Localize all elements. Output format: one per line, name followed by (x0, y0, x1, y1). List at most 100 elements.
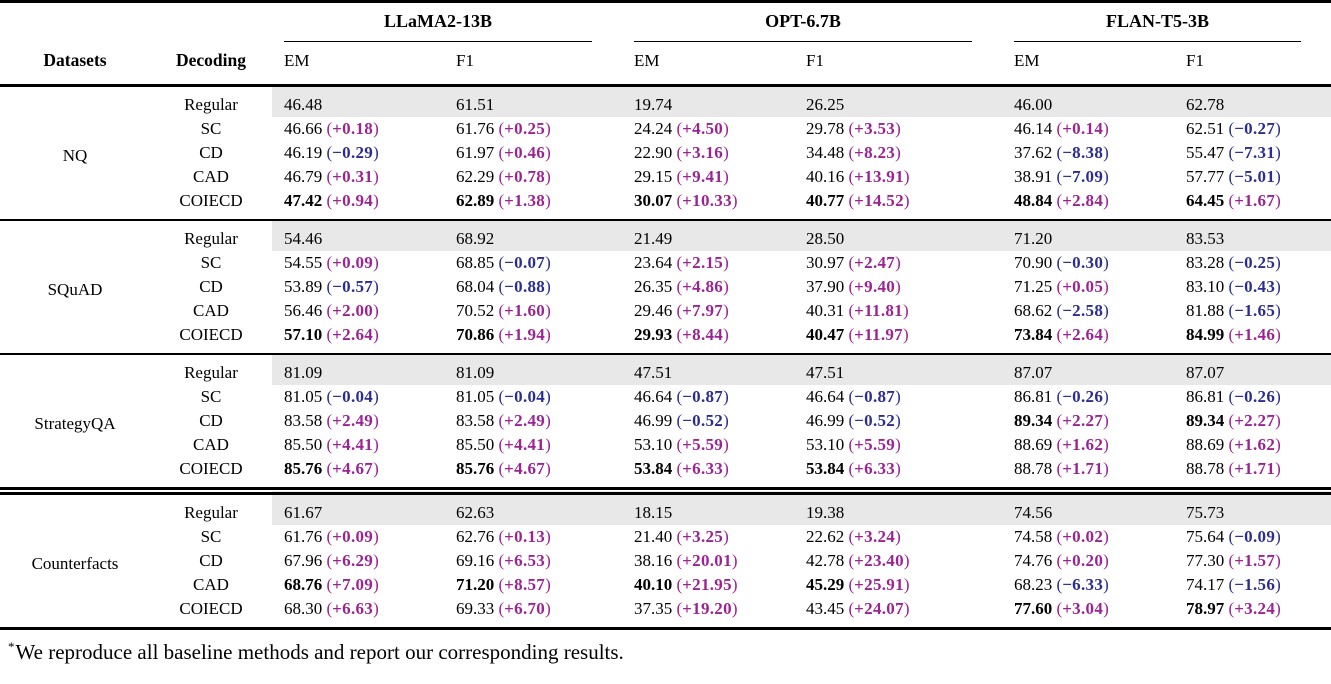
metric-cell: 28.50 (794, 220, 1003, 251)
metric-value: 81.05 (456, 387, 495, 406)
table-row: CD 53.89 (−0.57) 68.04 (−0.88) 26.35 (+4.86… (0, 275, 1331, 299)
metric-cell: 70.86 (+1.94) (444, 323, 622, 354)
metric-value: 37.90 (806, 277, 845, 296)
decoding-label: CD (199, 143, 223, 162)
metric-cell: 62.51 (−0.27) (1174, 117, 1331, 141)
metric-value: 74.58 (1014, 527, 1053, 546)
table-row: SQuAD Regular 54.46 68.92 21.49 28.50 71.20 83.… (0, 220, 1331, 299)
metric-delta: (+2.49) (494, 411, 551, 430)
metric-value: 53.84 (806, 459, 845, 478)
decoding-label: Regular (184, 95, 238, 114)
metric-value: 62.78 (1186, 95, 1225, 114)
metric-delta: (+1.60) (494, 301, 551, 320)
table-row: SC 46.66 (+0.18) 61.76 (+0.25) 24.24 (+4.50… (0, 117, 1331, 141)
footnote-asterisk: * (8, 639, 15, 654)
decoding-label: SC (200, 387, 222, 406)
metric-delta: (+0.13) (494, 527, 551, 546)
metric-cell: 40.77 (+14.52) (794, 189, 1002, 220)
metric-delta: (+3.16) (672, 143, 729, 162)
metric-delta: (+10.33) (672, 191, 738, 210)
metric-cell: 73.84 (+2.64) (1002, 323, 1174, 354)
model-header-flan-t5-3b: FLAN-T5-3B (1002, 2, 1331, 42)
metric-value: 29.93 (634, 325, 673, 344)
metric-delta: (+6.33) (844, 459, 901, 478)
model-label: FLAN-T5-3B (1014, 3, 1302, 42)
metric-delta: (−0.04) (494, 387, 551, 406)
metric-cell: 55.47 (−7.31) (1174, 141, 1331, 165)
metric-value: 30.07 (634, 191, 673, 210)
metric-delta: (+1.57) (1224, 551, 1281, 570)
metric-cell: 56.46 (+2.00) (272, 299, 444, 323)
metric-cell: 19.74 (622, 85, 794, 117)
dataset-label: SQuAD (47, 280, 103, 299)
metric-delta: (+0.78) (494, 167, 551, 186)
metric-value: 24.24 (634, 119, 673, 138)
metric-value: 71.20 (456, 575, 495, 594)
metric-value: 22.62 (806, 527, 845, 546)
metric-cell: 26.35 (+4.86) (622, 275, 794, 299)
metric-cell: 40.47 (+11.97) (794, 323, 1002, 354)
metric-value: 53.10 (806, 435, 845, 454)
metric-cell: 62.89 (+1.38) (444, 189, 622, 220)
metric-delta: (−0.30) (1052, 253, 1109, 272)
metric-cell: 29.78 (+3.53) (794, 117, 1002, 141)
metric-delta: (+4.41) (494, 435, 551, 454)
metric-cell: 61.51 (444, 85, 622, 117)
metric-value: 53.10 (634, 435, 673, 454)
metric-delta: (+5.59) (844, 435, 901, 454)
metric-delta: (−0.07) (494, 253, 551, 272)
metric-cell: 46.48 (272, 85, 444, 117)
metric-delta: (+0.20) (1052, 551, 1109, 570)
metric-value: 68.04 (456, 277, 495, 296)
metric-value: 81.09 (456, 363, 495, 382)
metric-delta: (+0.31) (322, 167, 379, 186)
metric-delta: (−0.09) (1224, 527, 1281, 546)
metric-delta: (+3.24) (844, 527, 901, 546)
metric-delta: (−0.87) (844, 387, 901, 406)
metric-cell: 62.78 (1174, 85, 1331, 117)
metric-value: 70.52 (456, 301, 495, 320)
metric-cell: 34.48 (+8.23) (794, 141, 1002, 165)
metric-cell: 30.97 (+2.47) (794, 251, 1002, 275)
metric-cell: 61.76 (+0.25) (444, 117, 622, 141)
metric-cell: 40.31 (+11.81) (794, 299, 1002, 323)
metric-delta: (+2.49) (322, 411, 379, 430)
metric-value: 68.23 (1014, 575, 1053, 594)
metric-cell: 88.78 (+1.71) (1174, 457, 1331, 491)
metric-delta: (+7.09) (322, 575, 379, 594)
metric-header-em: EM (1014, 51, 1040, 70)
metric-value: 29.78 (806, 119, 845, 138)
metric-value: 48.84 (1014, 191, 1053, 210)
metric-delta: (−0.25) (1224, 253, 1281, 272)
metric-delta: (−8.38) (1052, 143, 1109, 162)
decoding-label: CD (199, 277, 223, 296)
metric-value: 57.77 (1186, 167, 1225, 186)
metric-cell: 85.50 (+4.41) (444, 433, 622, 457)
decoding-label: CAD (193, 301, 229, 320)
metric-value: 46.99 (806, 411, 845, 430)
decoding-label: CAD (193, 435, 229, 454)
datasets-column-header: Datasets (43, 50, 107, 70)
table-row: CD 46.19 (−0.29) 61.97 (+0.46) 22.90 (+3.16… (0, 141, 1331, 165)
metric-cell: 46.99 (−0.52) (794, 409, 1002, 433)
metric-value: 61.76 (456, 119, 495, 138)
metric-delta: (+6.33) (672, 459, 729, 478)
metric-delta: (+11.81) (844, 301, 909, 320)
decoding-label: COIECD (179, 599, 243, 618)
metric-delta: (−0.26) (1052, 387, 1109, 406)
metric-delta: (+0.14) (1052, 119, 1109, 138)
metric-delta: (+25.91) (844, 575, 910, 594)
metric-value: 62.76 (456, 527, 495, 546)
dataset-label: NQ (62, 146, 88, 165)
metric-delta: (+6.63) (322, 599, 379, 618)
metric-delta: (+1.71) (1224, 459, 1281, 478)
metric-delta: (−2.58) (1052, 301, 1109, 320)
metric-cell: 74.58 (+0.02) (1002, 525, 1174, 549)
metric-cell: 83.58 (+2.49) (272, 409, 444, 433)
metric-delta: (+0.02) (1052, 527, 1109, 546)
metric-cell: 68.92 (444, 220, 622, 251)
metric-cell: 78.97 (+3.24) (1174, 597, 1331, 629)
metric-cell: 53.10 (+5.59) (622, 433, 794, 457)
decoding-label: COIECD (179, 459, 243, 478)
metric-cell: 40.16 (+13.91) (794, 165, 1002, 189)
